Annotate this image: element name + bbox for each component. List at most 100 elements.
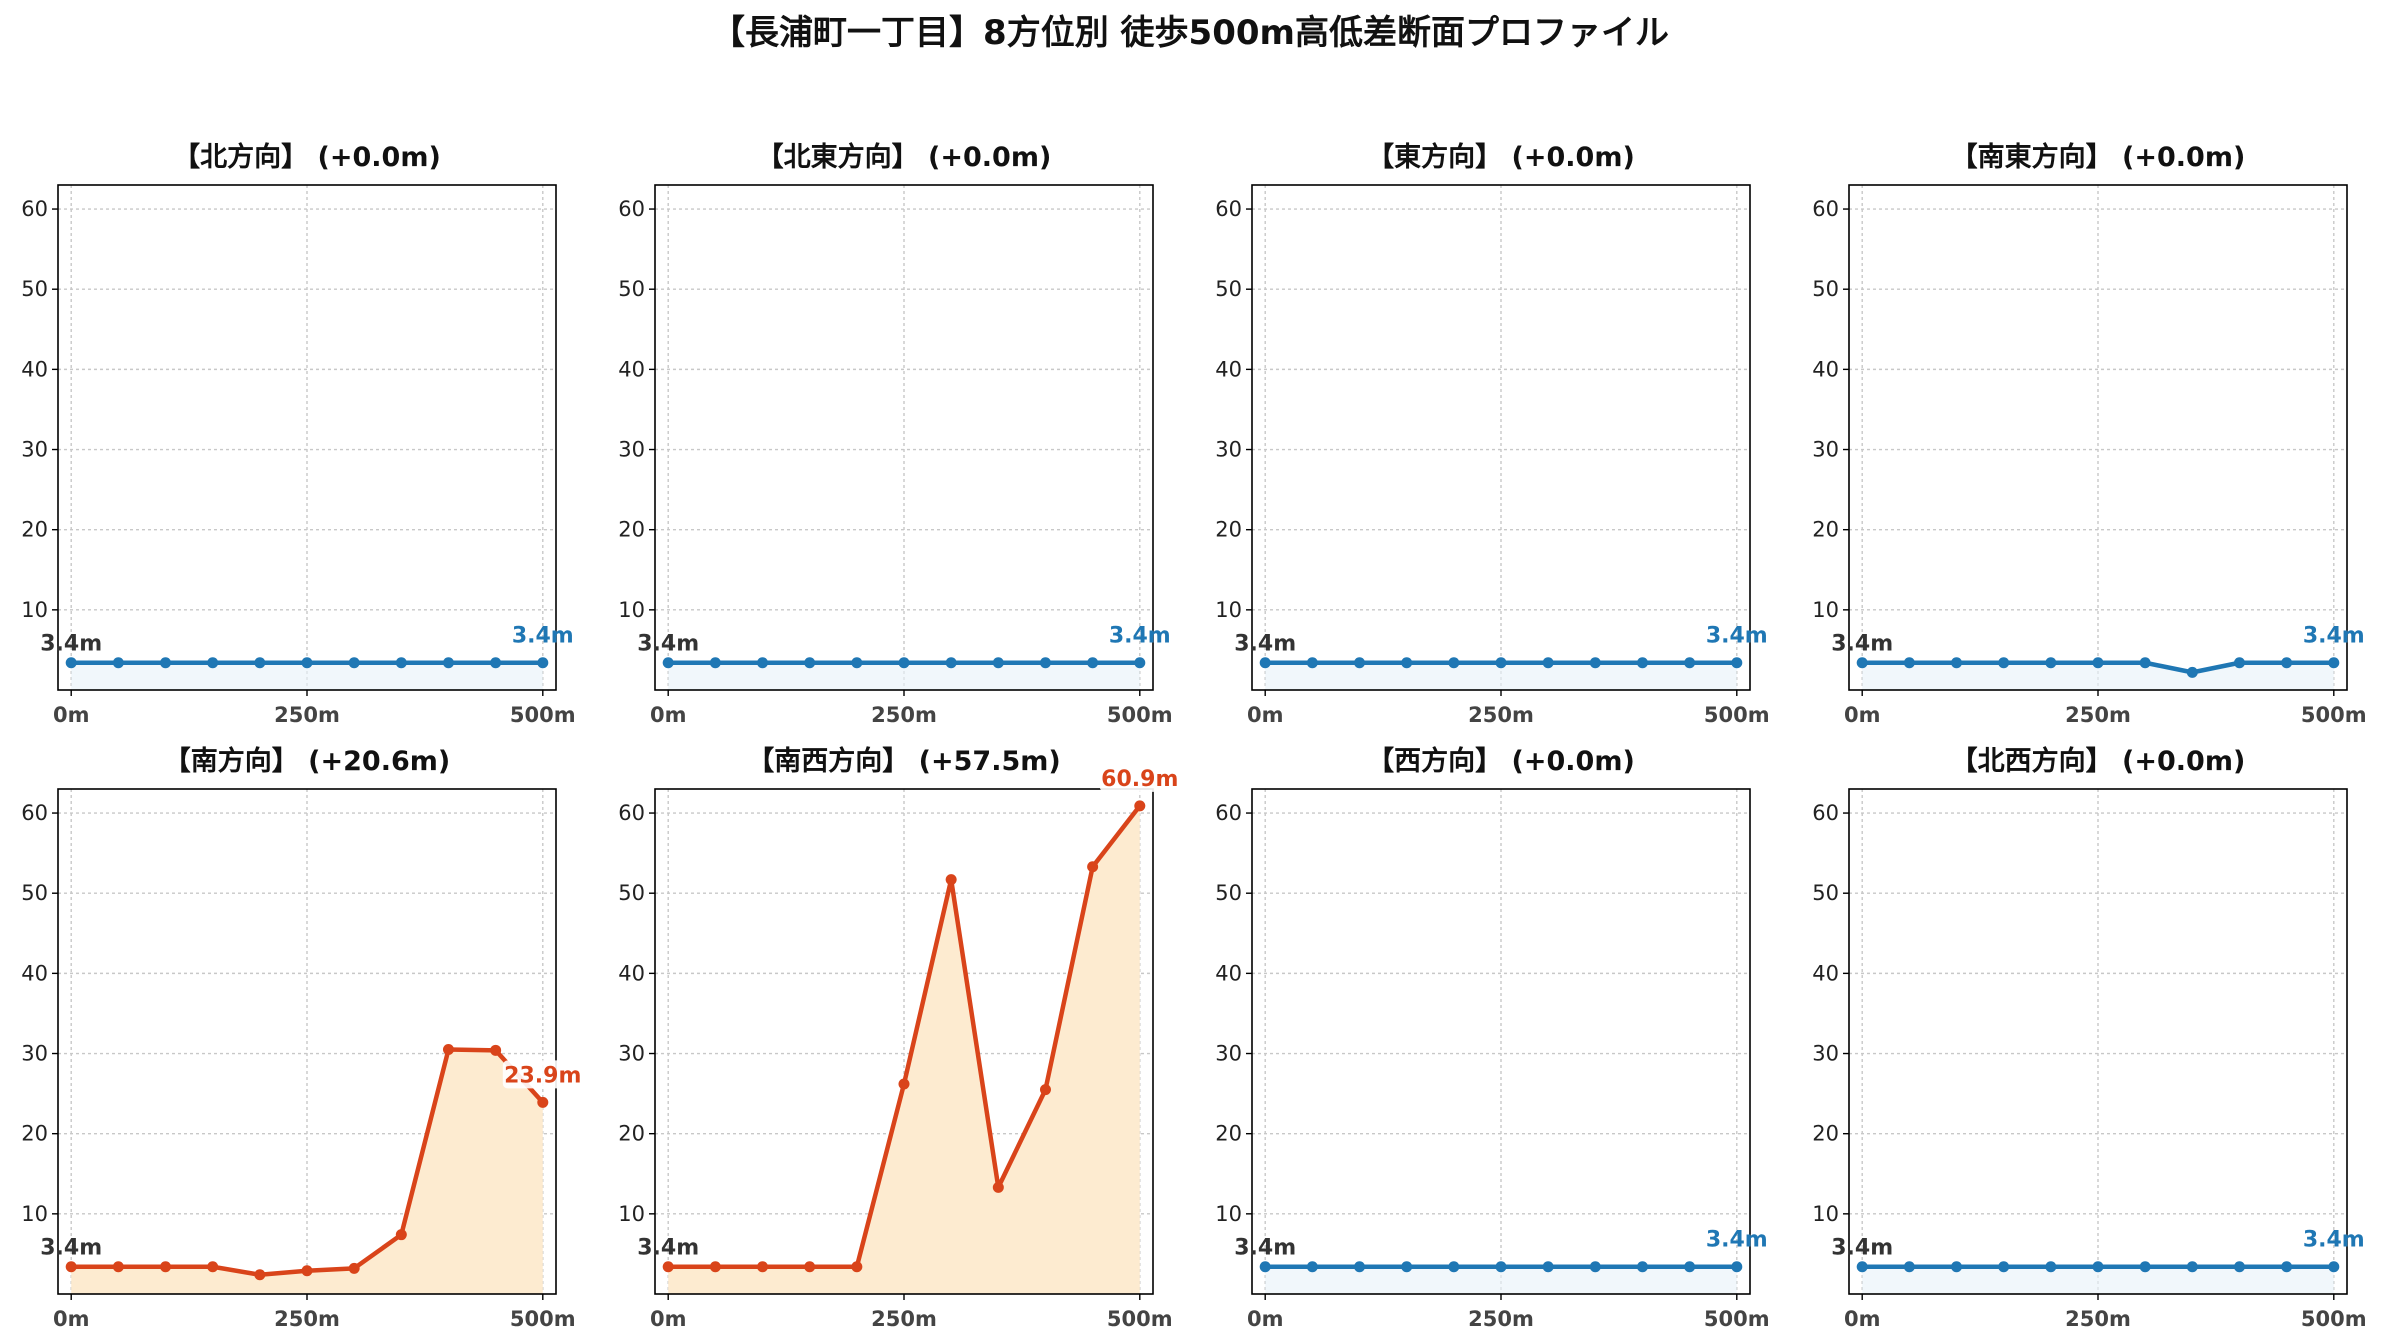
x-tick-label: 250m — [1468, 1307, 1534, 1331]
y-tick-label: 40 — [1215, 357, 1242, 381]
data-point — [2233, 1261, 2245, 1273]
elevation-area — [71, 662, 543, 690]
data-point — [207, 1261, 219, 1273]
panel-title: 【東方向】 (+0.0m) — [1367, 141, 1635, 173]
y-tick-label: 10 — [1812, 1202, 1839, 1226]
y-tick-label: 60 — [21, 801, 48, 825]
end-elevation-label: 3.4m — [1706, 624, 1768, 649]
data-point — [395, 1229, 407, 1241]
data-point — [254, 1269, 266, 1281]
x-tick-label: 0m — [650, 1307, 687, 1331]
data-point — [709, 1261, 721, 1273]
start-elevation-label: 3.4m — [1831, 632, 1893, 657]
y-tick-label: 60 — [1812, 197, 1839, 221]
panel-0: 【北方向】 (+0.0m) 10 20 30 40 50 60 0m 250m 500m 3.4m 3… — [21, 141, 575, 727]
y-tick-label: 30 — [21, 1042, 48, 1066]
y-tick-label: 50 — [1812, 881, 1839, 905]
x-tick-label: 0m — [53, 1307, 90, 1331]
data-point — [1306, 657, 1318, 669]
data-point — [1589, 1261, 1601, 1273]
x-tick-label: 250m — [871, 703, 937, 727]
data-point — [2281, 657, 2293, 669]
y-tick-label: 20 — [1215, 1122, 1242, 1146]
end-label-box — [1099, 763, 1180, 792]
data-point — [804, 657, 816, 669]
data-point — [1998, 657, 2010, 669]
data-point — [1856, 657, 1868, 669]
data-point — [65, 657, 77, 669]
data-point — [1998, 1261, 2010, 1273]
panel-title: 【北東方向】 (+0.0m) — [757, 141, 1052, 173]
data-point — [2045, 657, 2057, 669]
data-point — [1542, 1261, 1554, 1273]
data-point — [160, 657, 172, 669]
data-point — [1134, 657, 1146, 669]
elevation-area — [1265, 1266, 1737, 1294]
x-tick-label: 0m — [1844, 703, 1881, 727]
y-tick-label: 40 — [618, 961, 645, 985]
panel-6: 【西方向】 (+0.0m) 10 20 30 40 50 60 0m 250m 500m 3.4m 3… — [1215, 745, 1769, 1331]
x-tick-label: 250m — [274, 1307, 340, 1331]
data-point — [898, 1078, 910, 1090]
data-point — [395, 657, 407, 669]
end-elevation-label: 3.4m — [1109, 624, 1171, 649]
x-tick-label: 0m — [53, 703, 90, 727]
y-tick-label: 40 — [21, 961, 48, 985]
y-tick-label: 30 — [1812, 1042, 1839, 1066]
data-point — [757, 657, 769, 669]
panel-2: 【東方向】 (+0.0m) 10 20 30 40 50 60 0m 250m 500m 3.4m 3… — [1215, 141, 1769, 727]
y-tick-label: 30 — [1215, 438, 1242, 462]
data-point — [851, 657, 863, 669]
y-tick-label: 30 — [1812, 438, 1839, 462]
data-point — [992, 657, 1004, 669]
y-tick-label: 60 — [1215, 197, 1242, 221]
data-point — [112, 657, 124, 669]
data-point — [2233, 657, 2245, 669]
data-point — [207, 657, 219, 669]
start-elevation-label: 3.4m — [1831, 1236, 1893, 1261]
y-tick-label: 50 — [1215, 277, 1242, 301]
data-point — [1903, 1261, 1915, 1273]
end-elevation-label: 3.4m — [2303, 1228, 2365, 1253]
x-tick-label: 250m — [1468, 703, 1534, 727]
y-tick-label: 10 — [618, 598, 645, 622]
data-point — [1039, 657, 1051, 669]
data-point — [1448, 657, 1460, 669]
data-point — [1354, 1261, 1366, 1273]
data-point — [1636, 1261, 1648, 1273]
start-elevation-label: 3.4m — [40, 632, 102, 657]
start-elevation-label: 3.4m — [1234, 632, 1296, 657]
start-elevation-label: 3.4m — [637, 1236, 699, 1261]
y-tick-label: 50 — [21, 277, 48, 301]
y-tick-label: 10 — [21, 1202, 48, 1226]
y-tick-label: 20 — [618, 1122, 645, 1146]
start-elevation-label: 3.4m — [637, 632, 699, 657]
data-point — [1589, 657, 1601, 669]
panel-3: 【南東方向】 (+0.0m) 10 20 30 40 50 60 0m 250m 500m 3.4m… — [1812, 141, 2366, 727]
y-tick-label: 40 — [1812, 961, 1839, 985]
data-point — [1731, 657, 1743, 669]
data-point — [1951, 1261, 1963, 1273]
y-tick-label: 50 — [1215, 881, 1242, 905]
y-tick-label: 60 — [1812, 801, 1839, 825]
data-point — [945, 657, 957, 669]
y-tick-label: 60 — [618, 801, 645, 825]
elevation-area — [668, 662, 1140, 690]
x-tick-label: 500m — [510, 703, 576, 727]
data-point — [2045, 1261, 2057, 1273]
x-tick-label: 250m — [274, 703, 340, 727]
end-elevation-label: 3.4m — [512, 624, 574, 649]
data-point — [2186, 666, 2198, 678]
y-tick-label: 30 — [618, 438, 645, 462]
data-point — [898, 657, 910, 669]
x-tick-label: 250m — [2065, 703, 2131, 727]
end-elevation-label: 23.9m — [504, 1063, 581, 1088]
y-tick-label: 20 — [1812, 1122, 1839, 1146]
y-tick-label: 10 — [618, 1202, 645, 1226]
panel-7: 【北西方向】 (+0.0m) 10 20 30 40 50 60 0m 250m 500m 3.4m… — [1812, 745, 2366, 1331]
data-point — [662, 1261, 674, 1273]
y-tick-label: 30 — [1215, 1042, 1242, 1066]
data-point — [1448, 1261, 1460, 1273]
y-tick-label: 20 — [1812, 518, 1839, 542]
